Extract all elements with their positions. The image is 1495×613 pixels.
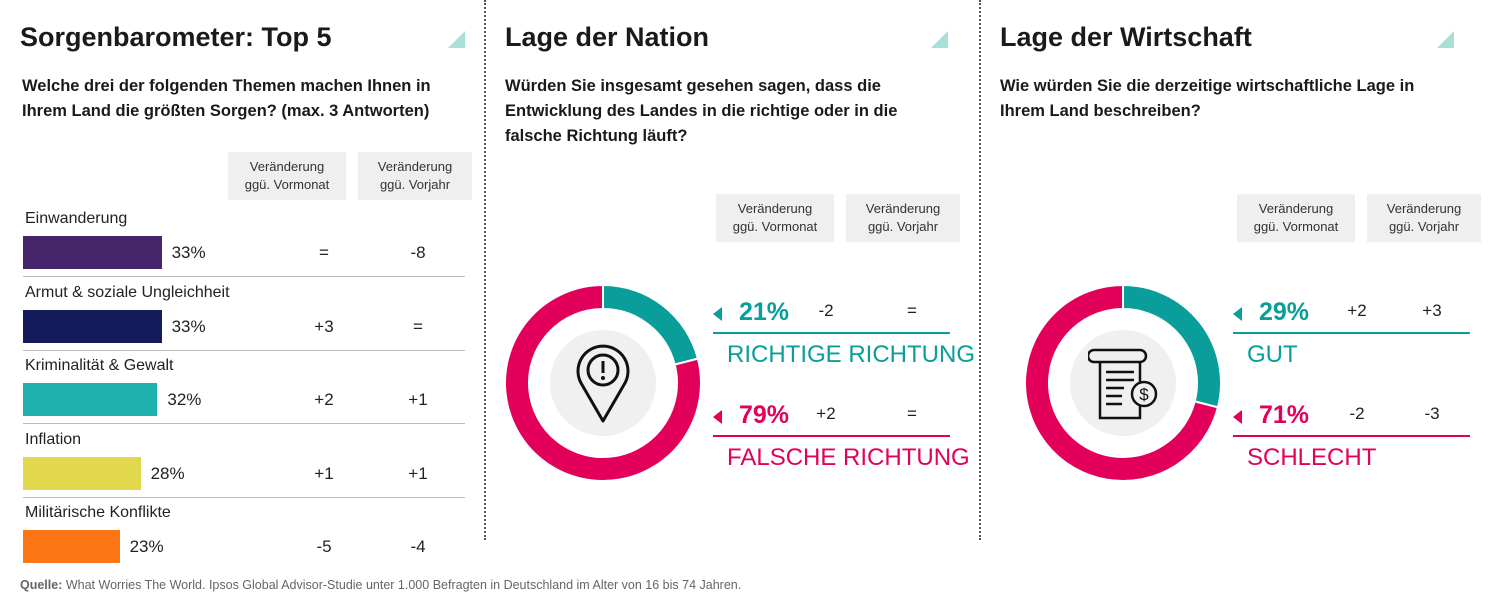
row-divider — [23, 423, 465, 424]
change-year: +1 — [408, 390, 428, 409]
header-line: ggü. Vormonat — [244, 177, 330, 192]
header-line: Veränderung — [1258, 201, 1334, 216]
change-month: +1 — [314, 463, 334, 483]
slice-label: SCHLECHT — [1247, 444, 1377, 471]
header-change-year: Veränderung ggü. Vorjahr — [358, 152, 472, 200]
category-label: Kriminalität & Gewalt — [25, 357, 174, 374]
change-month: +2 — [816, 404, 836, 423]
category-label: Militärische Konflikte — [25, 504, 171, 521]
corner-triangle-icon — [1437, 31, 1454, 48]
header-line: ggü. Vormonat — [1253, 219, 1339, 234]
bar-value-label: 33% — [171, 243, 206, 262]
change-year: +3 — [1422, 301, 1442, 320]
change-month: +2 — [1347, 301, 1367, 320]
change-year: = — [413, 316, 423, 336]
category-label: Armut & soziale Ungleichheit — [25, 283, 230, 301]
header-change-year: Veränderung ggü. Vorjahr — [1367, 194, 1481, 242]
change-month: -2 — [1349, 404, 1365, 423]
header-line: Veränderung — [249, 159, 325, 174]
pointer-triangle-icon — [1233, 410, 1242, 424]
header-line: Veränderung — [865, 201, 941, 216]
change-year: -4 — [410, 537, 426, 556]
change-month: +2 — [314, 390, 334, 409]
slice-value: 79% — [739, 401, 790, 429]
header-change-month: Veränderung ggü. Vormonat — [716, 194, 834, 242]
change-month: -5 — [316, 537, 332, 556]
donut-slice — [504, 283, 702, 482]
header-line: Veränderung — [1386, 201, 1462, 216]
slice-label: FALSCHE RICHTUNG — [727, 444, 970, 471]
corner-triangle-icon — [931, 31, 948, 48]
invoice-dollar-icon: $ — [1088, 348, 1158, 420]
bar — [23, 530, 120, 563]
divider — [484, 0, 486, 540]
donut-center — [550, 330, 656, 436]
change-year: -3 — [1424, 404, 1440, 423]
header-line: Veränderung — [377, 159, 453, 174]
source-note: Quelle: What Worries The World. Ipsos Gl… — [20, 578, 741, 592]
panel2-question: Würden Sie insgesamt gesehen sagen, dass… — [505, 77, 898, 145]
bar-value-label: 33% — [171, 316, 206, 336]
bar-value-label: 32% — [167, 390, 202, 409]
panel2-title: Lage der Nation — [505, 22, 710, 52]
bar-value-label: 28% — [150, 463, 185, 483]
bar — [23, 456, 141, 490]
panel3-title: Lage der Wirtschaft — [1000, 22, 1252, 52]
pointer-triangle-icon — [713, 410, 722, 424]
bar — [23, 383, 158, 416]
source-text: What Worries The World. Ipsos Global Adv… — [62, 578, 742, 592]
change-year: = — [907, 404, 917, 423]
row-divider — [23, 496, 465, 498]
change-month: -2 — [818, 301, 834, 320]
panel1-question: Welche drei der folgenden Themen machen … — [22, 77, 431, 120]
change-month: +3 — [314, 316, 334, 336]
category-label: Inflation — [25, 430, 82, 448]
legend-line — [713, 435, 950, 437]
category-label: Einwanderung — [25, 210, 128, 227]
bar — [23, 236, 162, 269]
header-change-year: Veränderung ggü. Vorjahr — [846, 194, 960, 242]
change-month: = — [319, 243, 329, 262]
panel3-question: Wie würden Sie die derzeitige wirtschaft… — [1000, 77, 1415, 120]
row-divider — [23, 349, 465, 351]
header-line: ggü. Vorjahr — [867, 219, 939, 234]
donut-slice — [1024, 283, 1220, 482]
legend-line — [1233, 435, 1470, 437]
change-year: -8 — [410, 243, 426, 262]
slice-label: GUT — [1247, 341, 1298, 368]
bar — [23, 309, 162, 343]
header-line: ggü. Vormonat — [732, 219, 818, 234]
panel1-title: Sorgenbarometer: Top 5 — [20, 22, 332, 52]
corner-triangle-icon — [448, 31, 465, 48]
slice-value: 21% — [739, 298, 790, 326]
slice-label: RICHTIGE RICHTUNG — [727, 341, 975, 368]
pointer-triangle-icon — [1233, 307, 1242, 321]
header-change-month: Veränderung ggü. Vormonat — [1237, 194, 1355, 242]
legend-line — [713, 332, 950, 334]
change-year: = — [907, 301, 917, 320]
header-change-month: Veränderung ggü. Vormonat — [228, 152, 346, 200]
svg-text:$: $ — [1139, 385, 1149, 404]
divider — [979, 0, 981, 540]
pointer-triangle-icon — [713, 307, 722, 321]
header-line: ggü. Vorjahr — [379, 177, 451, 192]
header-line: Veränderung — [737, 201, 813, 216]
bar-value-label: 23% — [129, 537, 164, 556]
row-divider — [23, 276, 465, 277]
slice-value: 71% — [1259, 401, 1310, 429]
header-line: ggü. Vorjahr — [1388, 219, 1460, 234]
source-label: Quelle: — [20, 578, 63, 592]
donut-center — [1070, 330, 1176, 436]
change-year: +1 — [408, 463, 428, 483]
slice-value: 29% — [1259, 298, 1310, 326]
legend-line — [1233, 332, 1470, 334]
location-pin-alert-icon — [576, 344, 630, 423]
